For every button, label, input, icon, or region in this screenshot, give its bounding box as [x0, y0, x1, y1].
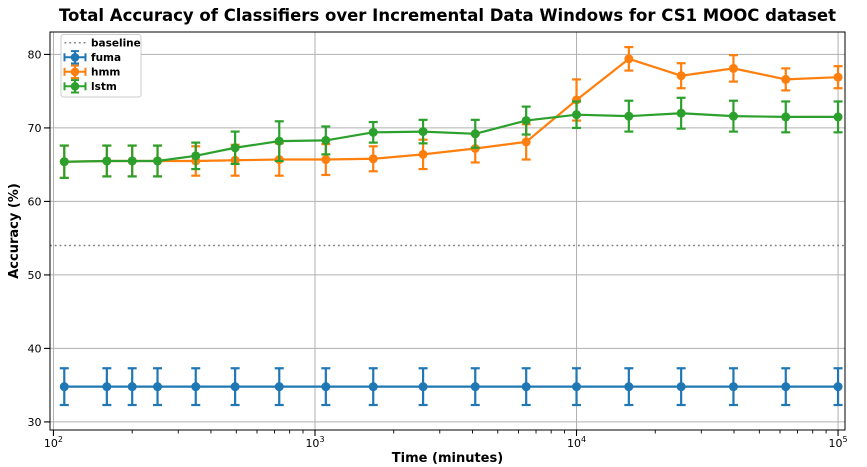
- data-point-lstm-15: [728, 111, 738, 121]
- y-tick-label-70: 70: [28, 122, 42, 135]
- y-tick-label-30: 30: [28, 416, 42, 429]
- data-point-fuma-11: [521, 382, 531, 392]
- data-point-lstm-17: [833, 112, 843, 122]
- data-point-lstm-14: [676, 108, 686, 118]
- data-point-fuma-9: [418, 382, 428, 392]
- data-point-lstm-16: [781, 112, 791, 122]
- x-axis-label: Time (minutes): [392, 451, 503, 466]
- data-point-fuma-16: [781, 382, 791, 392]
- data-point-lstm-8: [368, 127, 378, 137]
- legend-item-lstm: lstm: [63, 79, 117, 94]
- data-point-lstm-9: [418, 127, 428, 137]
- data-point-fuma-5: [230, 382, 240, 392]
- data-point-lstm-10: [470, 129, 480, 139]
- data-point-hmm-13: [624, 54, 634, 64]
- data-point-fuma-3: [153, 382, 163, 392]
- data-point-hmm-16: [781, 74, 791, 84]
- data-point-lstm-4: [191, 151, 201, 161]
- chart-title: Total Accuracy of Classifiers over Incre…: [59, 6, 836, 25]
- data-point-lstm-6: [274, 136, 284, 146]
- legend-label-fuma: fuma: [91, 52, 121, 64]
- data-point-hmm-15: [728, 63, 738, 73]
- data-point-lstm-13: [624, 111, 634, 121]
- legend-label-hmm: hmm: [91, 67, 120, 79]
- y-tick-label-40: 40: [28, 342, 42, 355]
- data-point-fuma-0: [59, 382, 69, 392]
- data-point-fuma-1: [102, 382, 112, 392]
- legend-box: [60, 34, 142, 98]
- data-point-fuma-2: [127, 382, 137, 392]
- data-point-fuma-15: [728, 382, 738, 392]
- data-point-lstm-2: [127, 156, 137, 166]
- series-fuma: [59, 367, 843, 407]
- data-point-fuma-7: [321, 382, 331, 392]
- x-tick-label-100: 102: [44, 435, 63, 450]
- legend: baseline fuma hmm lstm: [60, 34, 142, 98]
- x-tick-label-10000: 104: [567, 435, 586, 450]
- data-point-fuma-12: [572, 382, 582, 392]
- data-point-fuma-10: [470, 382, 480, 392]
- legend-marker-lstm: [70, 82, 80, 91]
- data-point-hmm-17: [833, 72, 843, 82]
- legend-marker-hmm: [70, 67, 80, 77]
- data-point-fuma-6: [274, 382, 284, 392]
- series-line-lstm: [64, 112, 839, 163]
- data-point-hmm-7: [321, 155, 331, 165]
- series-line-hmm: [64, 57, 839, 163]
- y-tick-label-50: 50: [28, 269, 42, 282]
- x-tick-label-100000: 105: [829, 435, 848, 450]
- legend-item-fuma: fuma: [63, 50, 121, 65]
- data-point-fuma-4: [191, 382, 201, 392]
- plot-layer: 102 103 104 105 30 40 50 60 70 80 baseline fuma hmm l…: [28, 31, 848, 450]
- data-point-fuma-8: [368, 382, 378, 392]
- legend-item-baseline: baseline: [64, 38, 141, 50]
- data-point-lstm-7: [321, 135, 331, 145]
- data-point-fuma-14: [676, 382, 686, 392]
- legend-marker-fuma: [70, 53, 80, 62]
- y-tick-label-60: 60: [28, 195, 42, 208]
- series-lstm: [59, 96, 843, 179]
- legend-label-baseline: baseline: [91, 38, 141, 50]
- data-point-lstm-0: [59, 157, 69, 167]
- x-tick-label-1000: 103: [305, 435, 324, 450]
- data-point-fuma-17: [833, 382, 843, 392]
- legend-item-hmm: hmm: [63, 64, 120, 79]
- legend-label-lstm: lstm: [91, 81, 117, 93]
- data-point-hmm-9: [418, 149, 428, 159]
- y-axis-label: Accuracy (%): [7, 183, 22, 279]
- data-point-lstm-3: [153, 156, 163, 166]
- plot-border: [49, 31, 846, 431]
- y-tick-label-80: 80: [28, 48, 42, 61]
- data-point-hmm-8: [368, 154, 378, 164]
- data-point-lstm-5: [230, 143, 240, 153]
- data-point-lstm-12: [572, 110, 582, 120]
- data-point-fuma-13: [624, 382, 634, 392]
- data-point-hmm-11: [521, 137, 531, 147]
- data-point-lstm-1: [102, 156, 112, 166]
- data-point-hmm-14: [676, 71, 686, 81]
- data-point-lstm-11: [521, 116, 531, 126]
